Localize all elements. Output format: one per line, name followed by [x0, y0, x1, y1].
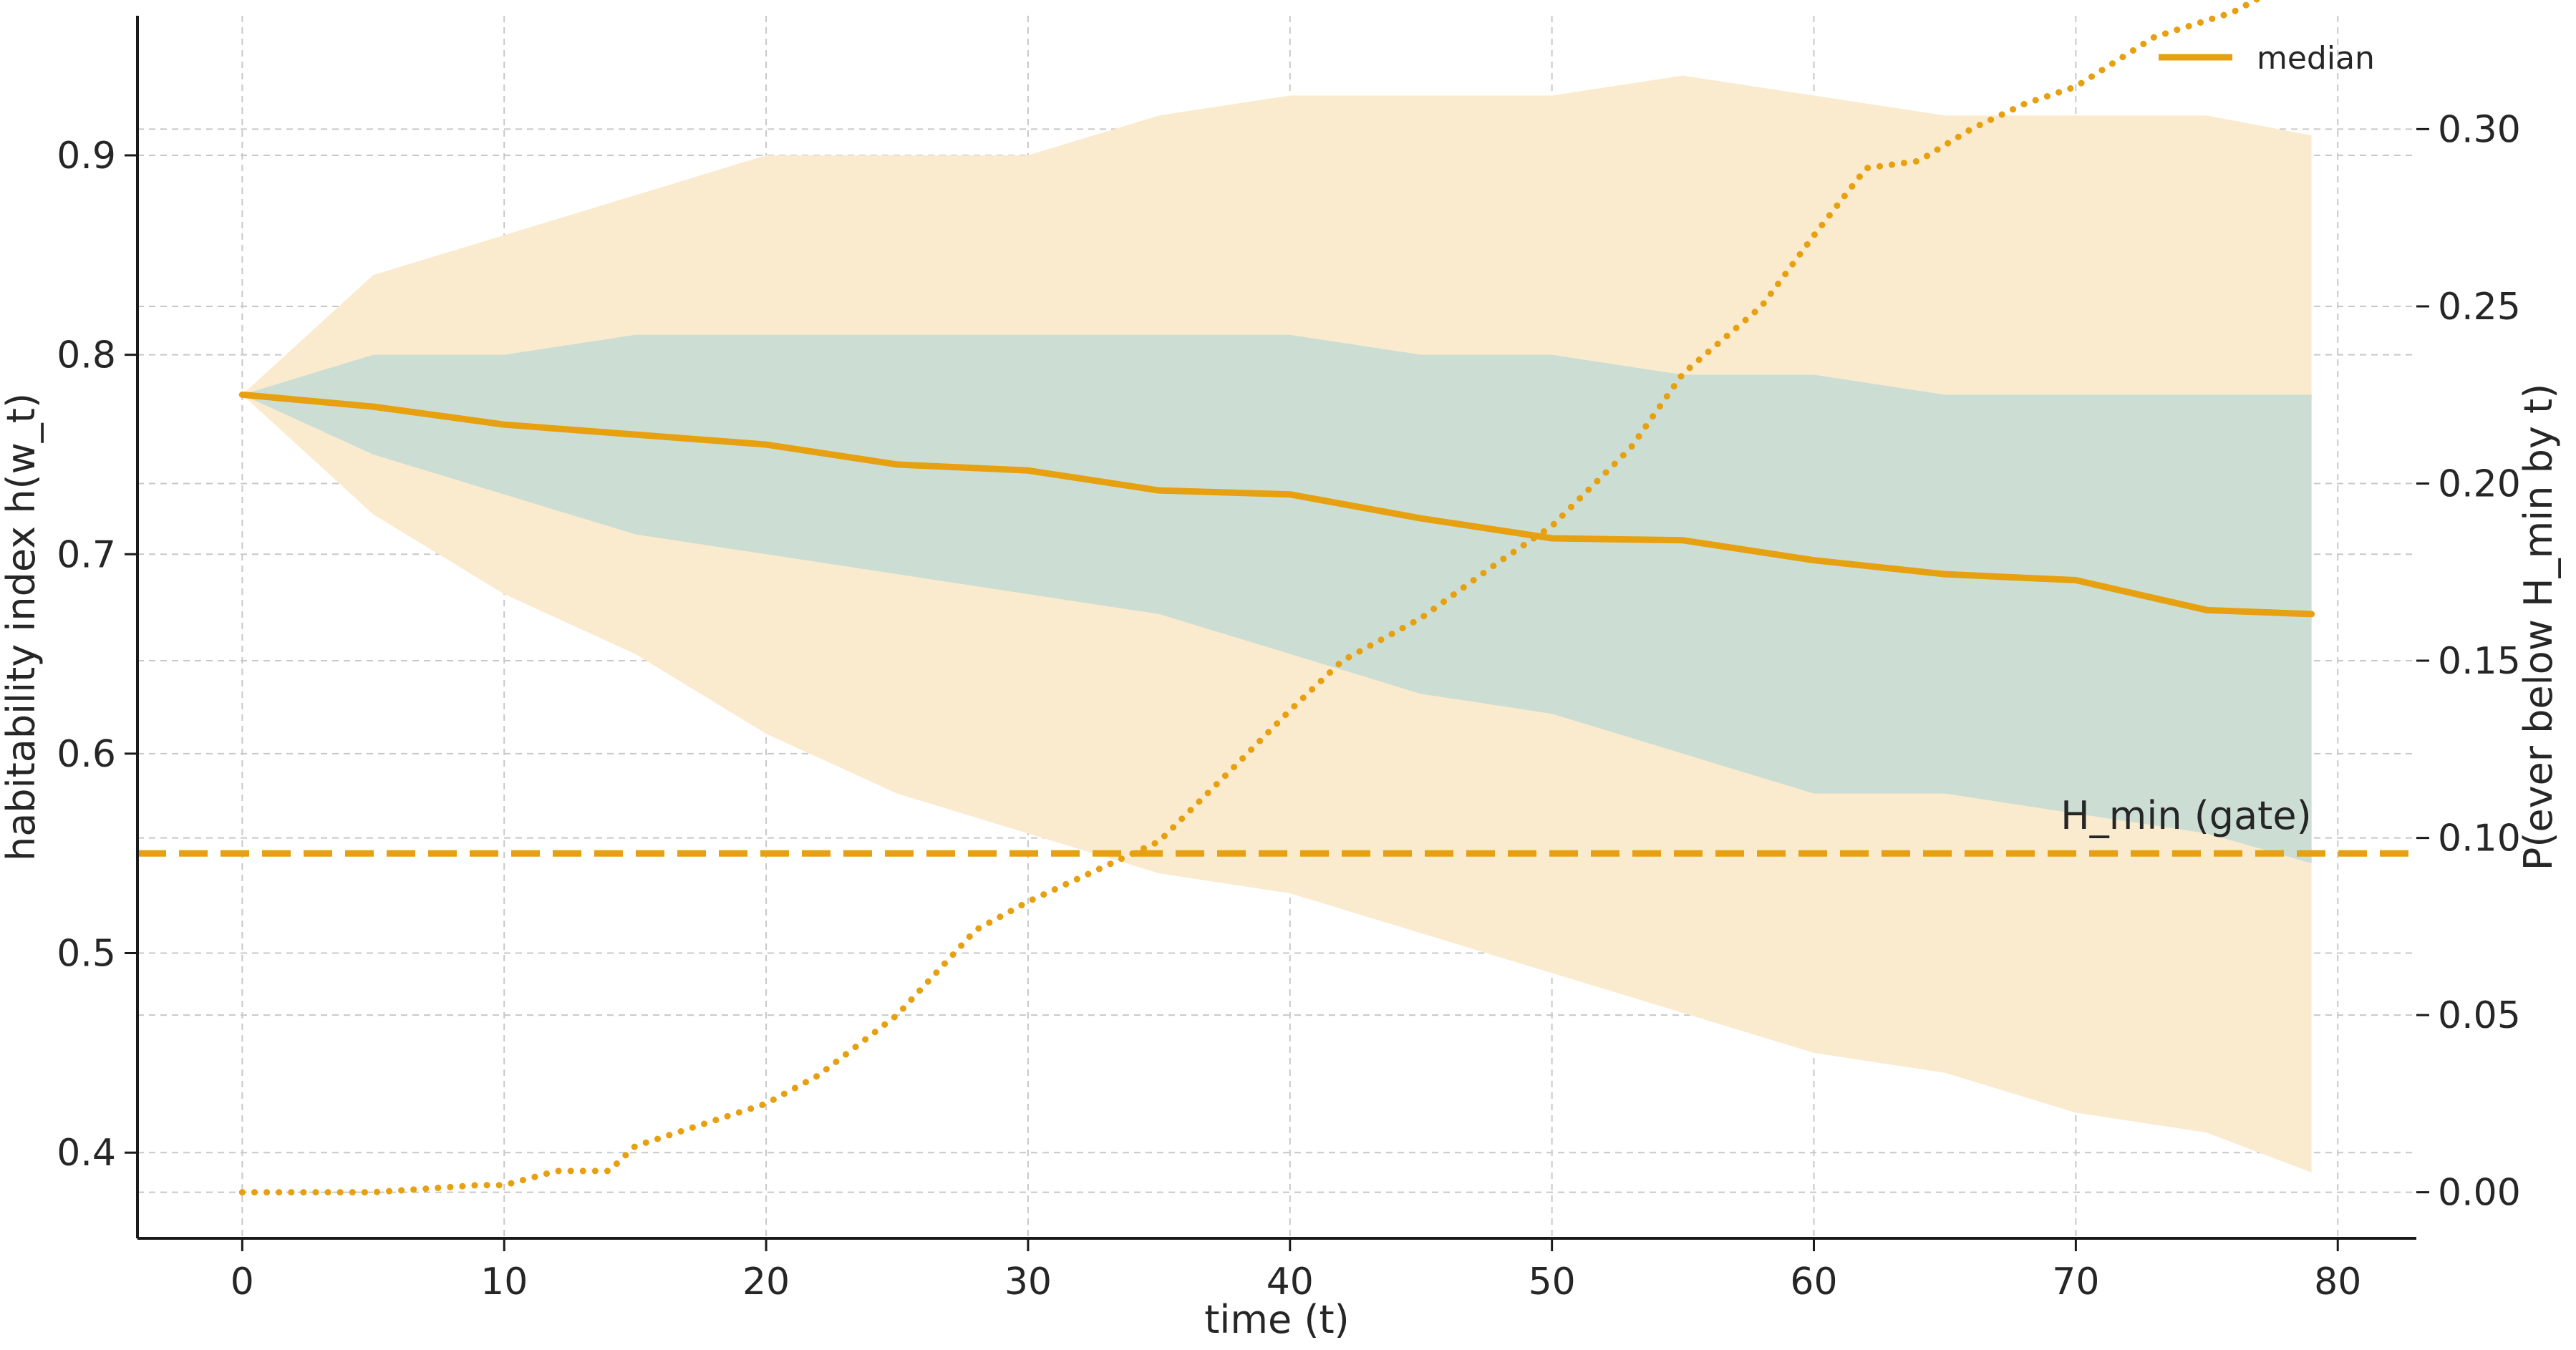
y-right-tick-label: 0.10 — [2438, 817, 2521, 860]
y-left-tick-label: 0.9 — [57, 135, 116, 178]
y-right-tick-label: 0.25 — [2438, 286, 2521, 329]
x-tick-label: 10 — [480, 1261, 528, 1303]
y-left-tick-label: 0.4 — [57, 1132, 116, 1175]
y-axis-left-title: habitability index h(w_t) — [0, 393, 44, 861]
legend-label-median: median — [2257, 40, 2375, 77]
x-tick-label: 0 — [231, 1261, 254, 1303]
ticks: 0 10 20 30 40 50 60 70 80 0.4 0.5 0.6 0.7 0.8 0.9 0.00 0… — [57, 108, 2520, 1303]
x-tick-label: 60 — [1790, 1261, 1837, 1303]
series — [238, 0, 2315, 1196]
legend: median — [2159, 40, 2375, 77]
uncertainty-bands — [242, 75, 2312, 1173]
x-tick-label: 70 — [2052, 1261, 2099, 1303]
y-left-tick-label: 0.8 — [57, 334, 116, 377]
probability-dotted-line — [238, 0, 2262, 1196]
x-tick-label: 20 — [742, 1261, 790, 1303]
y-right-tick-label: 0.15 — [2438, 640, 2521, 683]
gate-layer: H_min (gate) — [137, 793, 2416, 857]
y-right-tick-label: 0.05 — [2438, 994, 2521, 1037]
axes — [136, 16, 2416, 1240]
x-tick-label: 30 — [1004, 1261, 1052, 1303]
median-line — [238, 391, 2315, 618]
y-left-tick-label: 0.6 — [57, 733, 116, 776]
x-tick-label: 40 — [1267, 1261, 1314, 1303]
gate-label: H_min (gate) — [2061, 793, 2312, 838]
x-axis-title: time (t) — [1204, 1297, 1349, 1342]
x-tick-label: 50 — [1529, 1261, 1576, 1303]
y-axis-right-title: P(ever below H_min by t) — [2516, 384, 2561, 871]
y-right-tick-label: 0.20 — [2438, 462, 2521, 505]
inner-band — [242, 334, 2312, 864]
y-right-tick-label: 0.00 — [2438, 1172, 2521, 1215]
x-tick-label: 80 — [2314, 1261, 2361, 1303]
y-left-tick-label: 0.7 — [57, 533, 116, 576]
y-right-tick-label: 0.30 — [2438, 108, 2521, 151]
y-left-tick-label: 0.5 — [57, 933, 116, 976]
